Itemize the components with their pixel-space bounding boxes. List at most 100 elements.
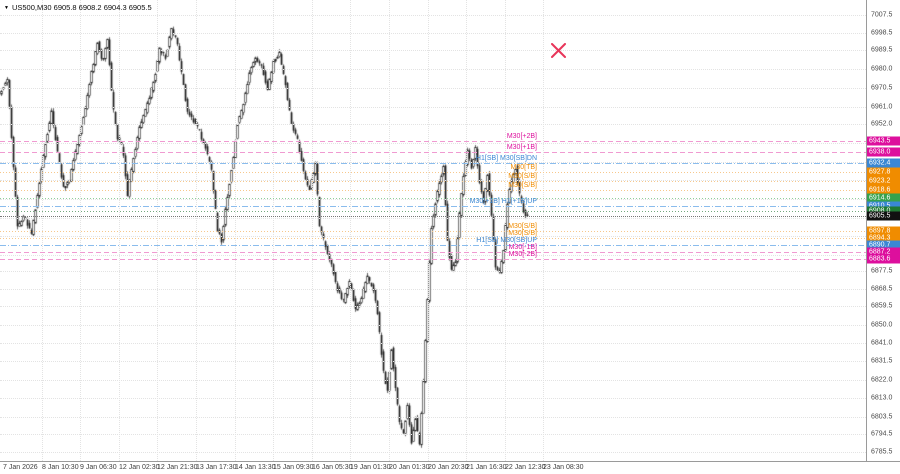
level-label: M30[-2B] [508, 251, 537, 258]
level-price-tag: 6943.5 [867, 136, 900, 146]
level-line-m30-1b[interactable] [0, 252, 866, 254]
level-line-m30+1b[interactable] [0, 152, 866, 154]
horizontal-gridline [0, 306, 866, 307]
level-price-tag: 6932.4 [867, 158, 900, 168]
horizontal-gridline [0, 162, 866, 163]
horizontal-gridline [0, 218, 866, 219]
level-label: H1[SB] M30[SB]DN [475, 155, 537, 162]
level-label: H1[SB] M30[SB]UP [476, 237, 537, 244]
level-price-tag: 6938.0 [867, 147, 900, 157]
horizontal-gridline [0, 107, 866, 108]
level-line-m30-2b[interactable] [0, 259, 866, 261]
time-tick-label: 20 Jan 01:30 [389, 464, 430, 471]
horizontal-gridline [0, 452, 866, 453]
level-price-tag: 6890.7 [867, 240, 900, 250]
x-cross-marker[interactable] [550, 42, 566, 63]
level-line-[interactable] [0, 198, 866, 200]
horizontal-gridline [0, 180, 866, 181]
candlestick-canvas[interactable] [0, 0, 866, 461]
price-tick-label: 6952.0 [871, 120, 893, 128]
price-tick-label: 6980.0 [871, 65, 893, 73]
price-tick-label: 6803.5 [871, 413, 893, 421]
horizontal-gridline [0, 69, 866, 70]
level-price-tag: 6894.3 [867, 233, 900, 243]
horizontal-gridline [0, 271, 866, 272]
time-tick-label: 20 Jan 20:30 [428, 464, 469, 471]
price-tick-label: 6868.5 [871, 285, 893, 293]
vertical-gridline [273, 0, 274, 461]
vertical-gridline [428, 0, 429, 461]
level-line-[interactable] [0, 211, 866, 213]
vertical-gridline [312, 0, 313, 461]
current-price-tag: 6905.5 [867, 211, 900, 221]
horizontal-gridline [0, 15, 866, 16]
price-tick-label: 6822.0 [871, 376, 893, 384]
level-line-h1sbm30sbdn[interactable] [0, 163, 866, 165]
time-tick-label: 22 Jan 12:30 [505, 464, 546, 471]
level-price-tag: 6927.8 [867, 167, 900, 177]
price-tick-label: 6998.5 [871, 29, 893, 37]
time-tick-label: 21 Jan 16:30 [466, 464, 507, 471]
horizontal-gridline [0, 236, 866, 237]
level-line-m30tb[interactable] [0, 172, 866, 174]
time-tick-label: 7 Jan 2026 [3, 464, 38, 471]
price-tick-label: 6841.0 [871, 339, 893, 347]
time-tick-label: 8 Jan 10:30 [42, 464, 79, 471]
price-tick-label: 6794.5 [871, 430, 893, 438]
vertical-gridline [157, 0, 158, 461]
horizontal-gridline [0, 199, 866, 200]
time-tick-label: 12 Jan 02:30 [119, 464, 160, 471]
horizontal-gridline [0, 325, 866, 326]
level-price-tag: 6883.6 [867, 254, 900, 264]
price-tick-label: 6970.5 [871, 84, 893, 92]
level-price-tag: 6908.0 [867, 206, 900, 216]
level-label: M30[+2B] [506, 133, 537, 140]
level-label: M30[S/B] [508, 223, 537, 230]
price-tick-label: 6877.5 [871, 267, 893, 275]
level-line-m30sb[interactable] [0, 238, 866, 240]
price-axis-separator [866, 0, 867, 461]
vertical-gridline [80, 0, 81, 461]
level-line-h1sbm30sbup[interactable] [0, 245, 866, 247]
vertical-gridline [466, 0, 467, 461]
horizontal-gridline [0, 143, 866, 144]
time-tick-label: 12 Jan 21:30 [157, 464, 198, 471]
chart-title: ▼ US500,M30 6905.8 6908.2 6904.3 6905.5 [4, 3, 152, 12]
level-label: M30[TB] [510, 164, 537, 171]
symbol-dropdown-icon[interactable]: ▼ [4, 4, 9, 11]
level-line-m30+1bh1+1bup[interactable] [0, 206, 866, 208]
level-price-tag: 6923.2 [867, 176, 900, 186]
vertical-gridline [235, 0, 236, 461]
price-tick-label: 6961.0 [871, 103, 893, 111]
time-tick-label: 14 Jan 13:30 [235, 464, 276, 471]
price-tick-label: 6850.0 [871, 321, 893, 329]
horizontal-gridline [0, 124, 866, 125]
horizontal-gridline [0, 434, 866, 435]
horizontal-gridline [0, 398, 866, 399]
level-label: M30[+1B] [506, 144, 537, 151]
level-price-tag: 6914.6 [867, 193, 900, 203]
level-line-m30sb[interactable] [0, 231, 866, 233]
level-label: M30[S/B] [508, 230, 537, 237]
vertical-gridline [42, 0, 43, 461]
time-tick-label: 19 Jan 01:30 [350, 464, 391, 471]
time-tick-label: 9 Jan 06:30 [80, 464, 117, 471]
horizontal-gridline [0, 380, 866, 381]
level-line-m30sb[interactable] [0, 181, 866, 183]
level-label: M30[-1B] [508, 244, 537, 251]
current-price-line [0, 216, 866, 217]
horizontal-gridline [0, 361, 866, 362]
horizontal-gridline [0, 50, 866, 51]
level-price-tag: 6887.2 [867, 247, 900, 257]
horizontal-gridline [0, 343, 866, 344]
level-label: M30[S/B] [508, 173, 537, 180]
price-tick-label: 6785.5 [871, 448, 893, 456]
level-line-m30sb[interactable] [0, 190, 866, 192]
symbol-ohlc-text: US500,M30 6905.8 6908.2 6904.3 6905.5 [11, 3, 152, 12]
level-line-m30+2b[interactable] [0, 141, 866, 143]
level-price-tag: 6897.8 [867, 226, 900, 236]
price-tick-label: 6989.5 [871, 46, 893, 54]
horizontal-gridline [0, 417, 866, 418]
time-tick-label: 15 Jan 09:30 [273, 464, 314, 471]
